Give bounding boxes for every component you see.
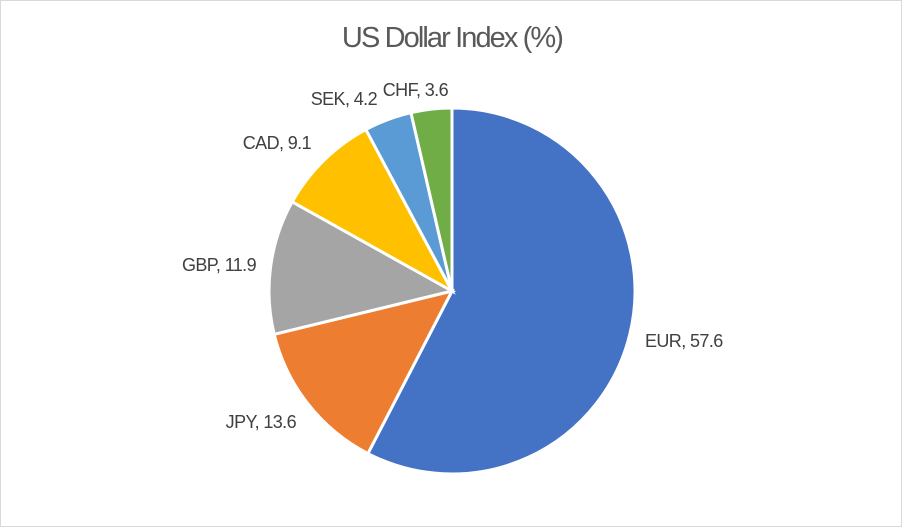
data-label-chf: CHF, 3.6 <box>383 80 449 100</box>
data-label-eur: EUR, 57.6 <box>645 331 723 351</box>
data-label-jpy: JPY, 13.6 <box>226 412 297 432</box>
data-label-cad: CAD, 9.1 <box>243 133 312 153</box>
pie-slices <box>267 106 637 476</box>
data-label-sek: SEK, 4.2 <box>311 89 378 109</box>
pie-slice-jpy <box>272 288 455 456</box>
chart-title: US Dollar Index (%) <box>341 21 564 54</box>
pie-slice-cad <box>290 127 456 295</box>
pie-slice-chf <box>409 106 454 292</box>
pie-slice-gbp <box>267 199 457 337</box>
data-label-gbp: GBP, 11.9 <box>182 255 257 275</box>
pie-slice-eur <box>365 106 637 476</box>
pie-labels: EUR, 57.6 JPY, 13.6 GBP, 11.9 CAD, 9.1 SEK, … <box>182 80 724 432</box>
